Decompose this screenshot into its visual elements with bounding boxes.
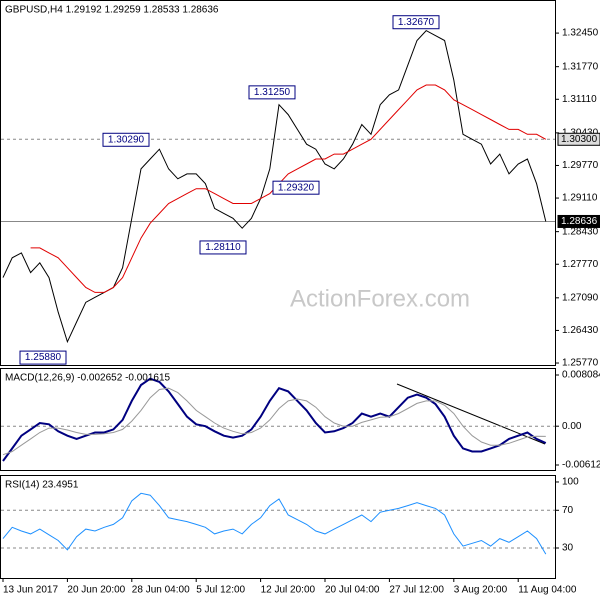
panel-title: MACD(12,26,9) -0.002652 -0.001615: [5, 373, 171, 384]
y-tick-label: 1.28430: [562, 226, 599, 237]
annotation-label: 1.28110: [205, 242, 241, 253]
y-tick-label: 1.32450: [562, 28, 599, 39]
annotation-box: [199, 240, 247, 255]
y-tick-label: -0.006127: [562, 460, 600, 471]
series-line: [2, 492, 547, 555]
series-line: [2, 377, 547, 462]
x-tick-label: 20 Jul 04:00: [325, 585, 380, 596]
level-tag: [557, 214, 600, 228]
annotation-label: 1.32670: [398, 17, 435, 28]
annotation-box: [272, 180, 320, 195]
x-tick-label: 20 Jun 20:00: [67, 585, 125, 596]
panel-title: RSI(14) 23.4951: [5, 480, 79, 491]
y-tick-label: 1.26430: [562, 325, 599, 336]
x-tick-label: 28 Jun 04:00: [132, 585, 190, 596]
y-tick-label: 1.29110: [562, 193, 598, 204]
annotation-box: [248, 85, 296, 100]
panel-frame: [0, 368, 556, 471]
level-label: 1.30300: [561, 134, 598, 145]
panel-frame: [0, 475, 556, 579]
annotation-box: [392, 15, 440, 30]
y-tick-label: 30: [562, 543, 574, 554]
series-line: [2, 387, 546, 456]
y-tick-label: 1.31110: [562, 94, 597, 105]
x-tick-label: 27 Jul 12:00: [389, 585, 444, 596]
y-tick-label: 70: [562, 505, 574, 516]
x-tick-label: 11 Aug 04:00: [518, 585, 577, 596]
level-label: 1.28636: [561, 216, 598, 227]
y-tick-label: 1.25770: [562, 358, 599, 369]
y-tick-label: 1.29770: [562, 160, 599, 171]
x-tick-label: 3 Aug 20:00: [454, 585, 508, 596]
series-line: [2, 29, 547, 344]
panel-frame: [0, 0, 556, 366]
watermark: ActionForex.com: [290, 285, 470, 312]
y-tick-label: 1.31770: [562, 61, 599, 72]
x-tick-label: 12 Jul 20:00: [261, 585, 316, 596]
x-tick-label: 5 Jul 12:00: [196, 585, 245, 596]
y-tick-label: 0.00: [562, 421, 582, 432]
x-tick-label: 13 Jun 2017: [3, 585, 58, 596]
annotation-label: 1.31250: [254, 87, 291, 98]
annotation-box: [102, 132, 150, 147]
series-line: [30, 84, 547, 293]
y-tick-label: 100: [562, 477, 579, 488]
level-tag: [557, 132, 600, 146]
y-tick-label: 1.27090: [562, 292, 599, 303]
panel-title: GBPUSD,H4 1.29192 1.29259 1.28533 1.2863…: [5, 5, 219, 16]
y-tick-label: 0.008084: [562, 370, 600, 381]
annotation-box: [19, 350, 67, 365]
y-tick-label: 1.27770: [562, 259, 599, 270]
annotation-label: 1.30290: [108, 134, 145, 145]
annotation-label: 1.25880: [25, 352, 62, 363]
annotation-label: 1.29320: [278, 182, 315, 193]
